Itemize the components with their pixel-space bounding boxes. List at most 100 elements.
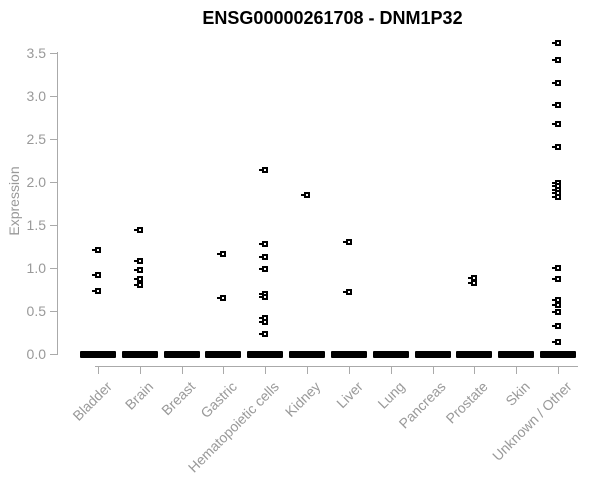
x-tick-label: Kidney [282, 378, 324, 420]
x-tick-mark [474, 367, 476, 374]
data-point-square [220, 294, 227, 301]
data-point-marker [92, 271, 101, 278]
zero-expression-cluster [498, 351, 535, 358]
data-point-square [555, 189, 562, 196]
y-tick-mark [50, 310, 57, 312]
data-point-left-tick [259, 332, 263, 335]
data-point-marker [301, 191, 311, 198]
data-point-left-tick [259, 242, 263, 245]
data-point-square [555, 79, 562, 86]
x-tick-mark [558, 367, 560, 374]
data-point-square [555, 194, 562, 201]
data-point-left-tick [552, 181, 556, 184]
y-tick-label: 1.0 [26, 259, 46, 276]
data-point-marker [217, 250, 227, 257]
data-point-left-tick [552, 42, 556, 45]
data-point-left-tick [552, 310, 556, 313]
data-point-left-tick [552, 58, 556, 61]
x-tick-mark [390, 367, 392, 374]
data-point-marker [133, 281, 143, 288]
y-axis-line [57, 51, 58, 355]
data-point-left-tick [552, 123, 556, 126]
data-point-left-tick [133, 228, 137, 231]
data-point-left-tick [92, 289, 95, 292]
y-tick-mark [50, 181, 57, 183]
data-point-left-tick [552, 325, 556, 328]
data-point-left-tick [552, 299, 556, 302]
data-point-marker [552, 323, 562, 330]
zero-expression-cluster [289, 351, 326, 358]
data-point-square [555, 56, 562, 63]
data-point-marker [552, 40, 562, 47]
data-point-marker [552, 102, 562, 109]
zero-expression-cluster [163, 351, 200, 358]
data-point-left-tick [552, 81, 556, 84]
zero-expression-cluster [205, 351, 242, 358]
data-point-square [262, 318, 269, 325]
zero-expression-cluster [247, 351, 284, 358]
data-point-left-tick [217, 252, 221, 255]
data-point-left-tick [259, 292, 263, 295]
data-point-left-tick [133, 259, 137, 262]
data-point-left-tick [259, 256, 263, 259]
zero-expression-cluster [456, 351, 493, 358]
y-tick-label: 3.0 [26, 87, 46, 104]
x-tick-label: Breast [158, 378, 199, 419]
data-point-left-tick [552, 277, 556, 280]
x-tick-label: Unknown / Other [489, 378, 575, 464]
data-point-square [262, 290, 269, 297]
data-point-square [555, 102, 562, 109]
data-point-marker [133, 267, 143, 274]
data-point-square [345, 238, 352, 245]
data-point-marker [552, 275, 562, 282]
data-point-left-tick [301, 193, 305, 196]
data-point-marker [342, 288, 352, 295]
zero-expression-cluster [80, 351, 116, 358]
data-point-marker [92, 287, 101, 294]
data-point-square [555, 121, 562, 128]
data-point-square [471, 280, 478, 287]
data-point-square [262, 240, 269, 247]
data-point-left-tick [133, 277, 137, 280]
y-tick-label: 0.5 [26, 302, 46, 319]
data-point-square [555, 179, 562, 186]
data-point-square [262, 293, 269, 300]
y-tick-mark [50, 95, 57, 97]
x-tick-mark [98, 367, 99, 374]
x-tick-mark [181, 367, 183, 374]
y-tick-label: 1.5 [26, 216, 46, 233]
data-point-marker [259, 314, 269, 321]
x-tick-label: Skin [502, 378, 533, 409]
data-point-marker [468, 280, 478, 287]
data-point-marker [552, 308, 562, 315]
chart-title: ENSG00000261708 - DNM1P32 [202, 8, 463, 28]
data-point-marker [552, 297, 562, 304]
data-point-square [136, 226, 143, 233]
x-tick-label: Liver [332, 378, 366, 412]
zero-expression-cluster [540, 351, 577, 358]
data-point-marker [259, 290, 269, 297]
data-point-left-tick [259, 168, 263, 171]
data-point-marker [133, 257, 143, 264]
data-point-left-tick [259, 268, 263, 271]
data-point-square [555, 301, 562, 308]
zero-expression-cluster [330, 351, 367, 358]
data-point-square [262, 166, 269, 173]
data-point-marker [259, 318, 269, 325]
data-point-marker [259, 166, 269, 173]
y-tick-mark [50, 52, 57, 54]
data-point-left-tick [552, 146, 556, 149]
data-point-marker [92, 246, 101, 253]
data-point-square [136, 267, 143, 274]
data-point-left-tick [92, 248, 95, 251]
data-point-marker [552, 179, 562, 186]
data-point-marker [133, 226, 143, 233]
data-point-marker [217, 294, 227, 301]
data-point-square [471, 275, 478, 282]
data-point-marker [552, 301, 562, 308]
data-point-left-tick [259, 320, 263, 323]
data-point-square [304, 191, 311, 198]
data-point-square [345, 288, 352, 295]
data-point-square [555, 183, 562, 190]
data-point-marker [552, 121, 562, 128]
